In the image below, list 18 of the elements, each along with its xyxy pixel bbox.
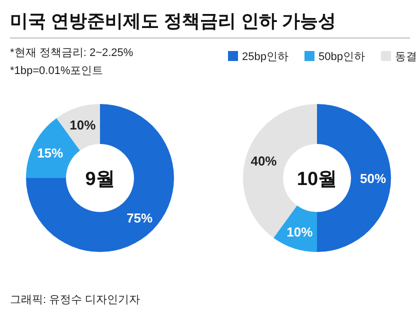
text: 그래픽: 유정수 디자인기자 bbox=[10, 294, 140, 306]
legend-item: 25bp인하 bbox=[228, 51, 288, 63]
data-label: 75% bbox=[126, 210, 154, 226]
data-label: 15% bbox=[37, 146, 64, 161]
data-label: 10% bbox=[70, 118, 96, 133]
text: *현재 정책금리: 2~2.25% bbox=[10, 47, 134, 59]
text: 미국 연방준비제도 정책금리 인하 가능성 bbox=[10, 11, 336, 31]
legend-label: 25bp인하 bbox=[242, 51, 288, 63]
data-label: 50% bbox=[360, 171, 386, 186]
text: 10월 bbox=[296, 169, 338, 190]
legend-label: 동결 bbox=[394, 51, 417, 63]
legend-item: 동결 bbox=[380, 51, 417, 63]
text: 9월 bbox=[85, 169, 115, 190]
legend-label: 50bp인하 bbox=[318, 51, 365, 63]
legend-item: 50bp인하 bbox=[304, 51, 365, 63]
data-label: 10% bbox=[286, 224, 314, 240]
data-label: 40% bbox=[250, 154, 278, 169]
text: *1bp=0.01%포인트 bbox=[10, 65, 104, 77]
